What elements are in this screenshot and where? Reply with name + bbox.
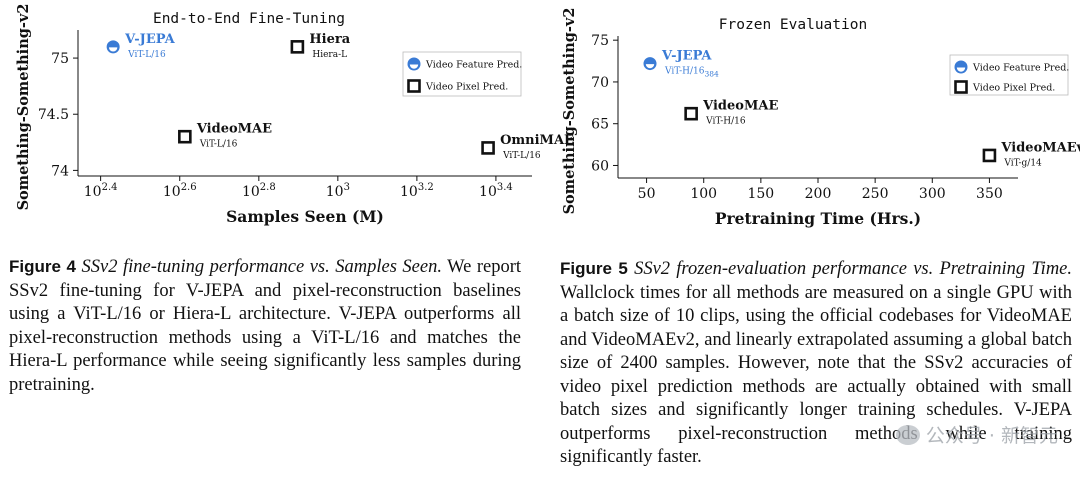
y-tick-label: 70 xyxy=(591,75,609,91)
point-label: V-JEPA xyxy=(124,32,175,47)
chart-title: Frozen Evaluation xyxy=(719,17,867,33)
y-axis-label: Something-Something-v2 xyxy=(15,4,32,211)
point-arch-label: ViT-L/16 xyxy=(127,50,166,60)
x-tick-label: 103.2 xyxy=(400,182,434,200)
wechat-icon xyxy=(895,424,920,445)
data-point-marker xyxy=(684,106,698,121)
point-arch-label: ViT-H/16384 xyxy=(664,67,719,79)
figure-5-caption: Figure 5 SSv2 frozen-evaluation performa… xyxy=(560,257,1072,470)
figure-5-label: Figure 5 xyxy=(560,259,628,278)
legend-marker xyxy=(954,60,968,74)
point-videomae: VideoMAE ViT-L/16 xyxy=(178,122,272,150)
y-tick-label: 65 xyxy=(591,117,609,133)
x-tick-label: 50 xyxy=(638,186,656,202)
data-point-marker xyxy=(290,40,305,54)
figure-5-chart: Frozen Evaluation 60 65 70 75 50 100 150 200 250 3… xyxy=(552,0,1080,240)
point-label: V-JEPA xyxy=(661,49,712,64)
x-tick-label: 102.8 xyxy=(242,182,276,200)
y-tick-label: 75 xyxy=(51,51,69,67)
legend-marker xyxy=(407,79,421,93)
x-tick-label: 103.4 xyxy=(479,182,513,200)
x-tick-label: 103 xyxy=(326,182,350,200)
legend-marker xyxy=(407,57,421,71)
x-tick-label: 200 xyxy=(805,186,832,202)
figure-5-title: SSv2 frozen-evaluation performance vs. P… xyxy=(634,259,1073,279)
figure-4-label: Figure 4 xyxy=(9,257,77,276)
x-tick-label: 250 xyxy=(862,186,889,202)
point-label: VideoMAE xyxy=(196,122,272,137)
legend-label: Video Pixel Pred. xyxy=(425,82,508,93)
figure-4-caption: Figure 4 SSv2 fine-tuning performance vs… xyxy=(9,255,521,397)
data-point-marker xyxy=(982,148,997,163)
point-label: Hiera xyxy=(309,32,350,47)
point-arch-label: ViT-g/14 xyxy=(1003,158,1042,168)
x-tick-label: 350 xyxy=(976,186,1003,202)
y-tick-label: 60 xyxy=(591,158,609,174)
point-arch-label: ViT-L/16 xyxy=(502,151,541,161)
data-point-marker-inner xyxy=(108,47,118,52)
figure-5-body: Wallclock times for all methods are meas… xyxy=(560,282,1072,468)
x-tick-label: 300 xyxy=(919,186,946,202)
watermark-text: 公众号 · 新智元 xyxy=(925,425,1058,447)
chart-title: End-to-End Fine-Tuning xyxy=(153,11,345,27)
figure-4-chart: End-to-End Fine-Tuning 74 74.5 75 102.4 102.6… xyxy=(0,0,574,240)
point-label: VideoMAE xyxy=(702,99,778,114)
legend-label: Video Feature Pred. xyxy=(972,63,1069,74)
legend-marker xyxy=(954,80,968,94)
point-arch-label: ViT-H/16 xyxy=(705,117,746,127)
point-v-jepa: V-JEPA ViT-H/16384 xyxy=(643,49,719,79)
x-tick-label: 102.6 xyxy=(163,182,197,200)
y-tick-label: 74.5 xyxy=(38,107,69,123)
data-point-marker-inner xyxy=(645,64,655,69)
figure-4-body: We report SSv2 fine-tuning for V-JEPA an… xyxy=(9,257,522,395)
y-tick-label: 75 xyxy=(591,33,609,49)
data-point-marker xyxy=(106,40,120,54)
legend-box xyxy=(949,54,1069,96)
point-videomae: VideoMAE ViT-H/16 xyxy=(684,99,778,127)
x-tick-label: 102.4 xyxy=(84,182,118,200)
point-videomaev2: VideoMAEv2 ViT-g/14 xyxy=(982,140,1080,168)
legend: Video Feature Pred. Video Pixel Pred. xyxy=(402,51,522,97)
point-arch-label: ViT-L/16 xyxy=(199,140,238,150)
point-v-jepa: V-JEPA ViT-L/16 xyxy=(106,32,176,60)
point-hiera: Hiera Hiera-L xyxy=(290,32,351,60)
point-label: OmniMAE xyxy=(500,133,574,148)
legend-box xyxy=(402,51,522,97)
watermark: 公众号 · 新智元 xyxy=(895,421,1058,448)
chart-frozen-evaluation: Frozen Evaluation 60 65 70 75 50 100 150 200 250 3… xyxy=(561,8,1080,228)
legend: Video Feature Pred. Video Pixel Pred. xyxy=(949,54,1069,96)
y-tick-label: 74 xyxy=(51,163,69,179)
x-axis-label: Samples Seen (M) xyxy=(226,207,384,226)
point-arch-label: Hiera-L xyxy=(312,50,347,60)
point-label: VideoMAEv2 xyxy=(1000,140,1080,155)
legend-marker-inner xyxy=(409,64,419,69)
data-point-marker xyxy=(178,129,192,144)
data-point-marker xyxy=(643,57,657,71)
x-axis-label: Pretraining Time (Hrs.) xyxy=(715,209,921,228)
figure-4-title: SSv2 fine-tuning performance vs. Samples… xyxy=(81,257,442,277)
x-tick-label: 150 xyxy=(747,186,774,202)
point-omnimae: OmniMAE ViT-L/16 xyxy=(481,133,574,161)
y-axis-label: Something-Something-v2 xyxy=(561,8,578,215)
legend-marker-inner xyxy=(956,67,966,72)
legend-label: Video Feature Pred. xyxy=(425,60,522,71)
legend-label: Video Pixel Pred. xyxy=(972,83,1055,94)
x-tick-label: 100 xyxy=(690,186,717,202)
data-point-marker xyxy=(481,141,495,155)
chart-end-to-end-fine-tuning: End-to-End Fine-Tuning 74 74.5 75 102.4 102.6… xyxy=(15,4,574,226)
